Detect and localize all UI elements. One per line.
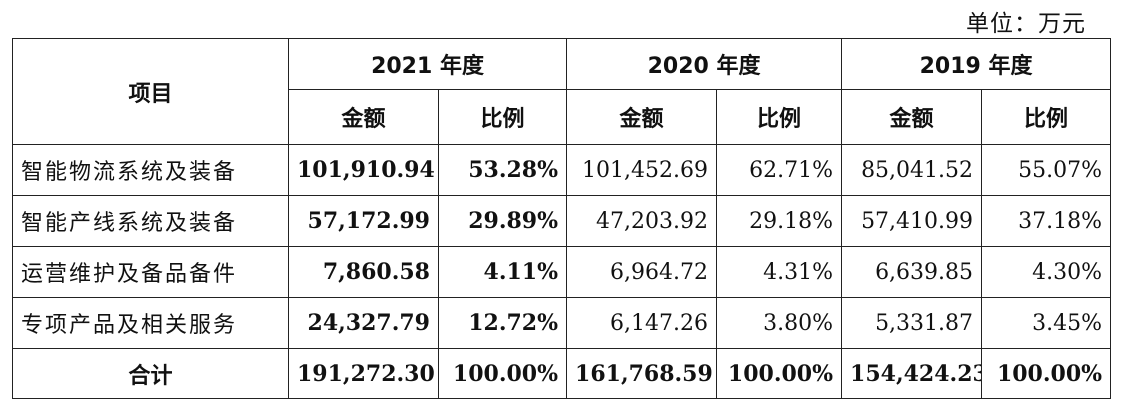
ratio-2019: 55.07% — [981, 144, 1112, 196]
total-ratio-2019: 100.00% — [981, 348, 1112, 399]
ratio-2019: 3.45% — [981, 297, 1112, 349]
amount-2021: 57,172.99 — [288, 195, 439, 247]
ratio-2020: 4.31% — [716, 246, 843, 298]
amount-header-2021: 金额 — [288, 89, 439, 145]
row-label: 智能物流系统及装备 — [12, 144, 289, 196]
amount-2019: 57,410.99 — [841, 195, 983, 247]
total-ratio-2020: 100.00% — [716, 348, 843, 399]
amount-2020: 6,147.26 — [566, 297, 718, 349]
table-row: 智能物流系统及装备 101,910.94 53.28% 101,452.69 6… — [12, 144, 1112, 196]
ratio-header-2021: 比例 — [437, 89, 568, 145]
table-row: 专项产品及相关服务 24,327.79 12.72% 6,147.26 3.80… — [12, 297, 1112, 349]
item-column-header: 项目 — [12, 38, 289, 145]
header-row-years: 项目 2021 年度 2020 年度 2019 年度 — [12, 38, 1112, 145]
row-label: 运营维护及备品备件 — [12, 246, 289, 298]
amount-2020: 47,203.92 — [566, 195, 718, 247]
amount-header-2020: 金额 — [566, 89, 718, 145]
ratio-2021: 29.89% — [437, 195, 568, 247]
total-row: 合计 191,272.30 100.00% 161,768.59 100.00%… — [12, 348, 1112, 399]
table-row: 运营维护及备品备件 7,860.58 4.11% 6,964.72 4.31% … — [12, 246, 1112, 298]
year-header-2021: 2021 年度 — [287, 38, 568, 90]
amount-2020: 101,452.69 — [566, 144, 718, 196]
year-header-2019: 2019 年度 — [841, 38, 1112, 90]
ratio-2019: 4.30% — [981, 246, 1112, 298]
revenue-table: 项目 2021 年度 2020 年度 2019 年度 金额 比例 金额 比例 金… — [12, 38, 1112, 399]
amount-2019: 6,639.85 — [841, 246, 983, 298]
total-amount-2020: 161,768.59 — [566, 348, 718, 399]
ratio-header-2019: 比例 — [981, 89, 1112, 145]
total-ratio-2021: 100.00% — [437, 348, 568, 399]
row-label: 智能产线系统及装备 — [12, 195, 289, 247]
ratio-2020: 3.80% — [716, 297, 843, 349]
ratio-2020: 29.18% — [716, 195, 843, 247]
amount-2019: 5,331.87 — [841, 297, 983, 349]
total-label: 合计 — [12, 348, 289, 399]
amount-2021: 101,910.94 — [288, 144, 439, 196]
ratio-2021: 4.11% — [437, 246, 568, 298]
ratio-2021: 53.28% — [437, 144, 568, 196]
total-amount-2019: 154,424.23 — [841, 348, 983, 399]
ratio-header-2020: 比例 — [716, 89, 843, 145]
amount-header-2019: 金额 — [841, 89, 983, 145]
amount-2020: 6,964.72 — [566, 246, 718, 298]
table-row: 智能产线系统及装备 57,172.99 29.89% 47,203.92 29.… — [12, 195, 1112, 247]
row-label: 专项产品及相关服务 — [12, 297, 289, 349]
ratio-2021: 12.72% — [437, 297, 568, 349]
amount-2021: 7,860.58 — [288, 246, 439, 298]
unit-label: 单位：万元 — [966, 11, 1086, 37]
amount-2019: 85,041.52 — [841, 144, 983, 196]
ratio-2019: 37.18% — [981, 195, 1112, 247]
year-header-2020: 2020 年度 — [566, 38, 843, 90]
ratio-2020: 62.71% — [716, 144, 843, 196]
total-amount-2021: 191,272.30 — [288, 348, 439, 399]
amount-2021: 24,327.79 — [288, 297, 439, 349]
